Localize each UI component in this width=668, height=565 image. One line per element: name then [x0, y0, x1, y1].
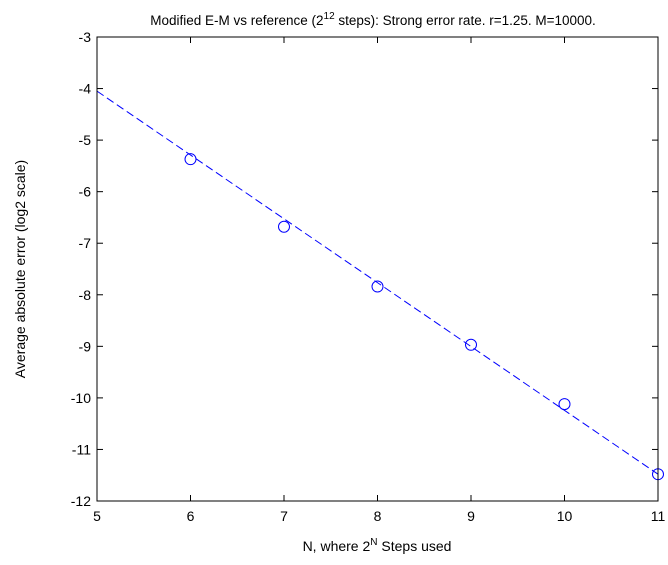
- x-tick-label: 9: [467, 508, 475, 524]
- data-point: [371, 280, 384, 293]
- y-tick-label: -3: [79, 29, 92, 45]
- data-point: [558, 398, 571, 411]
- y-tick-label: -11: [72, 441, 91, 457]
- data-point: [184, 153, 197, 166]
- y-tick-label: -10: [71, 390, 91, 406]
- x-tick-label: 11: [651, 508, 666, 524]
- y-tick-label: -5: [79, 132, 92, 148]
- x-axis-label: N, where 2N Steps used: [303, 537, 452, 554]
- x-tick-label: 10: [557, 508, 573, 524]
- plot-area: [97, 37, 658, 501]
- x-tick-label: 8: [374, 508, 382, 524]
- y-tick-label: -9: [79, 338, 92, 354]
- data-point: [465, 338, 477, 351]
- y-axis-label: Average absolute error (log2 scale): [12, 160, 28, 378]
- x-tick-label: 5: [93, 508, 101, 524]
- y-tick-label: -8: [79, 287, 92, 303]
- data-point: [278, 220, 290, 233]
- y-tick-label: -7: [79, 235, 92, 251]
- x-tick-label: 6: [187, 508, 195, 524]
- y-tick-label: -6: [79, 184, 92, 200]
- chart-title: Modified E-M vs reference (212 steps): S…: [150, 11, 596, 28]
- y-tick-label: -4: [79, 81, 92, 97]
- y-tick-label: -12: [71, 493, 91, 509]
- fit-line: [96, 90, 659, 475]
- x-tick-label: 7: [280, 508, 288, 524]
